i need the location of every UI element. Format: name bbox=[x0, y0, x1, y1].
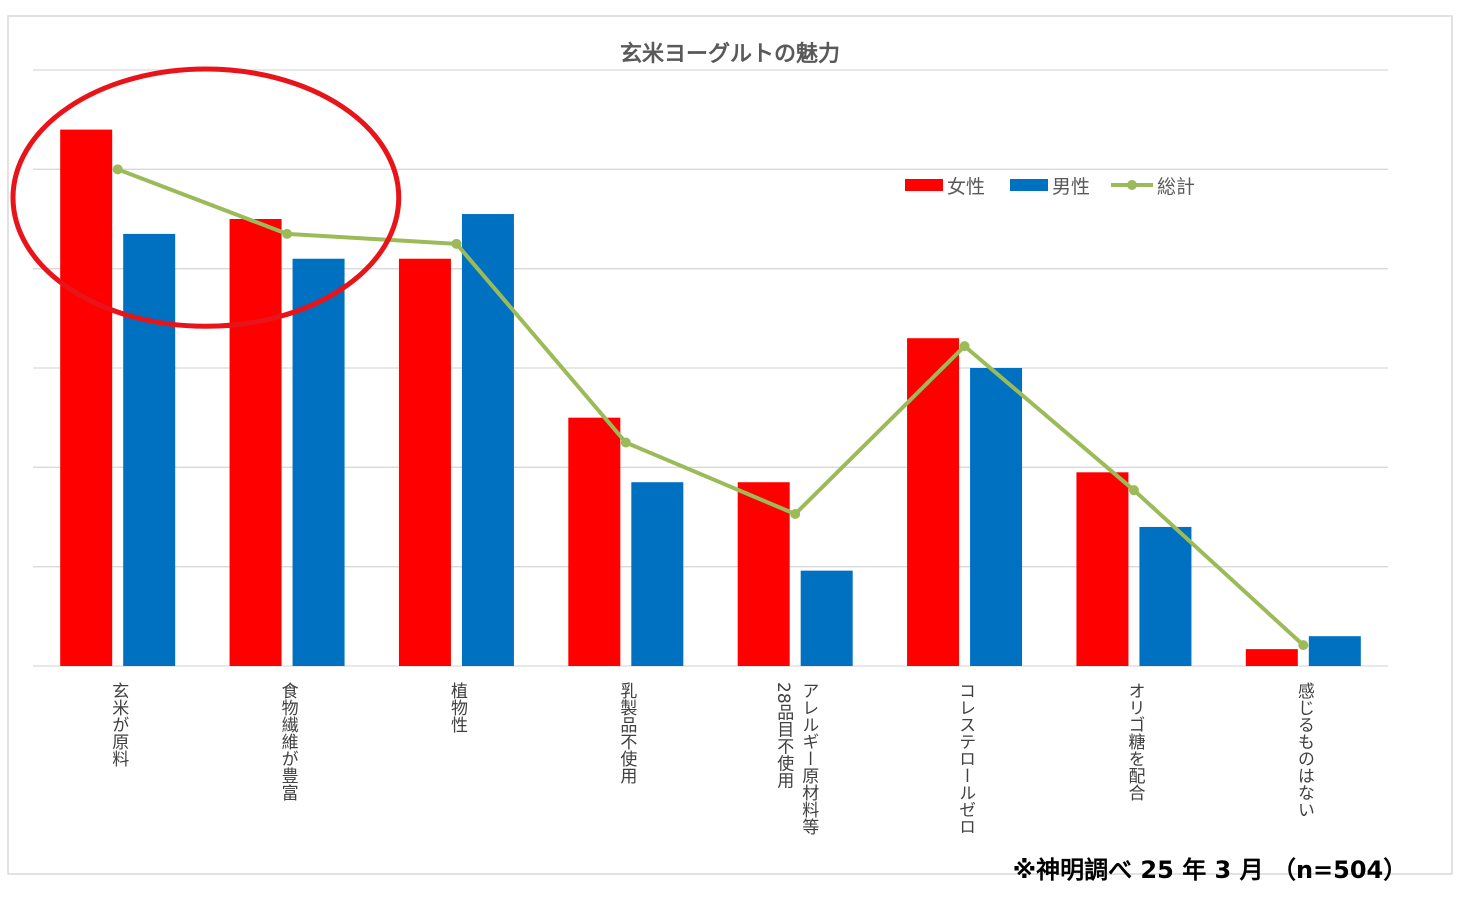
point-総計-0 bbox=[112, 164, 123, 175]
legend-swatch bbox=[1010, 179, 1048, 191]
legend-label: 男性 bbox=[1052, 175, 1091, 198]
point-総計-1 bbox=[282, 228, 293, 239]
point-総計-3 bbox=[620, 437, 631, 448]
bar-男性-6 bbox=[1139, 526, 1192, 666]
category-label: 乳製品不使用 bbox=[616, 682, 637, 784]
legend-label: 女性 bbox=[947, 175, 986, 198]
category-label: 感じるものはない bbox=[1293, 682, 1314, 818]
point-総計-4 bbox=[790, 509, 801, 520]
total-line bbox=[112, 164, 1309, 651]
highlight-ellipse bbox=[10, 66, 402, 329]
bar-女性-3 bbox=[568, 417, 621, 666]
legend-marks bbox=[905, 179, 1153, 191]
point-総計-7 bbox=[1298, 640, 1309, 651]
bar-男性-0 bbox=[123, 233, 176, 666]
legend-swatch-dot bbox=[1127, 180, 1137, 190]
bar-女性-5 bbox=[907, 338, 960, 666]
bar-女性-2 bbox=[398, 258, 451, 666]
category-label: 食物繊維が豊富 bbox=[277, 682, 298, 801]
bar-女性-1 bbox=[229, 219, 282, 666]
category-label: アレルギー原材料等 28品目不使用 bbox=[773, 682, 819, 835]
point-総計-6 bbox=[1128, 485, 1139, 496]
bar-男性-2 bbox=[461, 214, 514, 667]
point-総計-2 bbox=[451, 238, 462, 249]
category-label: コレステロールゼロ bbox=[955, 682, 976, 835]
bar-男性-4 bbox=[800, 570, 853, 666]
legend-swatch bbox=[905, 179, 943, 191]
bar-女性-4 bbox=[737, 482, 790, 666]
category-label: 植物性 bbox=[446, 682, 467, 733]
bars bbox=[60, 129, 1361, 667]
highlight-ellipse-shape bbox=[10, 66, 402, 329]
chart-title: 玄米ヨーグルトの魅力 bbox=[619, 42, 840, 67]
bar-男性-5 bbox=[970, 368, 1023, 666]
bar-男性-1 bbox=[292, 258, 345, 666]
legend-label: 総計 bbox=[1157, 175, 1196, 198]
line-総計 bbox=[116, 167, 1305, 647]
category-label: オリゴ糖を配合 bbox=[1124, 682, 1145, 801]
chart-border bbox=[7, 15, 1453, 875]
category-label: 玄米が原料 bbox=[108, 682, 129, 767]
bar-女性-0 bbox=[60, 129, 113, 667]
bar-男性-7 bbox=[1308, 636, 1361, 666]
bar-女性-7 bbox=[1245, 649, 1298, 666]
bar-男性-3 bbox=[631, 482, 684, 666]
point-総計-5 bbox=[959, 341, 970, 352]
bar-女性-6 bbox=[1076, 472, 1129, 666]
source-note: ※神明調べ 25 年 3 月 （n=504） bbox=[1012, 856, 1408, 884]
